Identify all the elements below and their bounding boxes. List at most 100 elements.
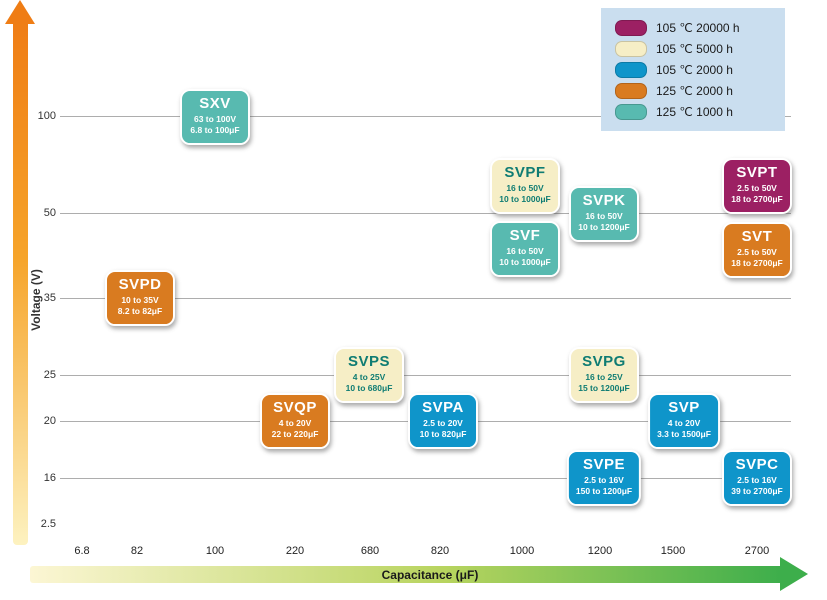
legend-item-label: 105 ℃ 2000 h [656, 62, 733, 77]
voltage-range: 10 to 35V [121, 295, 159, 306]
y-tick-label: 50 [43, 207, 56, 219]
series-name: SVPK [582, 192, 626, 210]
legend-swatch-orange [615, 82, 647, 99]
x-axis-arrow-head [780, 557, 808, 591]
gridline [60, 298, 791, 299]
capacitance-range: 18 to 2700μF [731, 258, 783, 269]
capacitance-range: 18 to 2700μF [731, 194, 783, 205]
capacitance-range: 10 to 1200μF [578, 222, 630, 233]
series-name: SVPC [735, 456, 779, 474]
capacitance-range: 15 to 1200μF [578, 383, 630, 394]
series-name: SVPD [118, 276, 162, 294]
y-tick-label: 20 [43, 415, 56, 427]
y-tick-label: 35 [43, 292, 56, 304]
x-tick-label: 1000 [509, 545, 535, 557]
x-tick-label: 82 [130, 545, 144, 557]
voltage-range: 16 to 50V [506, 183, 544, 194]
series-badge-svp: SVP 4 to 20V 3.3 to 1500μF [648, 393, 720, 449]
capacitance-range: 8.2 to 82μF [117, 306, 163, 317]
capacitance-range: 10 to 820μF [419, 429, 467, 440]
capacitance-range: 10 to 1000μF [499, 257, 551, 268]
capacitance-range: 6.8 to 100μF [190, 125, 240, 136]
series-badge-svps: SVPS 4 to 25V 10 to 680μF [334, 347, 404, 403]
legend-swatch-cream [615, 40, 647, 57]
series-name: SVP [668, 399, 700, 417]
voltage-range: 2.5 to 50V [737, 183, 777, 194]
series-badge-svpa: SVPA 2.5 to 20V 10 to 820μF [408, 393, 478, 449]
series-name: SVPG [582, 353, 626, 371]
gridline [60, 375, 791, 376]
voltage-range: 4 to 20V [667, 418, 701, 429]
voltage-range: 16 to 50V [585, 211, 623, 222]
series-badge-svpd: SVPD 10 to 35V 8.2 to 82μF [105, 270, 175, 326]
voltage-range: 2.5 to 20V [423, 418, 463, 429]
voltage-range: 16 to 25V [585, 372, 623, 383]
legend-item-label: 125 ℃ 1000 h [656, 104, 733, 119]
x-tick-label: 1200 [587, 545, 613, 557]
capacitance-range: 39 to 2700μF [731, 486, 783, 497]
x-tick-label: 2700 [744, 545, 770, 557]
series-name: SVPE [582, 456, 626, 474]
voltage-range: 16 to 50V [506, 246, 544, 257]
series-badge-sxv: SXV 63 to 100V 6.8 to 100μF [180, 89, 250, 145]
legend: 105 ℃ 20000 h 105 ℃ 5000 h 105 ℃ 2000 h 125… [601, 8, 785, 131]
voltage-range: 63 to 100V [193, 114, 237, 125]
series-badge-svpg: SVPG 16 to 25V 15 to 1200μF [569, 347, 639, 403]
capacitance-range: 10 to 680μF [345, 383, 393, 394]
x-axis-title: Capacitance (μF) [381, 568, 479, 582]
gridline [60, 213, 791, 214]
x-tick-label: 220 [285, 545, 305, 557]
y-axis-arrow-head [5, 0, 35, 24]
series-badge-svpk: SVPK 16 to 50V 10 to 1200μF [569, 186, 639, 242]
series-name: SVT [741, 228, 773, 246]
y-axis-arrow [13, 22, 28, 545]
y-tick-label: 100 [37, 110, 56, 122]
voltage-range: 2.5 to 50V [737, 247, 777, 258]
legend-item: 105 ℃ 20000 h [615, 17, 785, 38]
voltage-range: 4 to 25V [352, 372, 386, 383]
legend-item-label: 105 ℃ 5000 h [656, 41, 733, 56]
series-badge-svpc: SVPC 2.5 to 16V 39 to 2700μF [722, 450, 792, 506]
capacitance-range: 150 to 1200μF [575, 486, 633, 497]
series-badge-svqp: SVQP 4 to 20V 22 to 220μF [260, 393, 330, 449]
series-name: SVPS [347, 353, 391, 371]
legend-swatch-teal [615, 103, 647, 120]
gridline [60, 116, 791, 117]
x-tick-label: 100 [205, 545, 225, 557]
series-name: SXV [199, 95, 231, 113]
series-name: SVPF [504, 164, 546, 182]
series-badge-svf: SVF 16 to 50V 10 to 1000μF [490, 221, 560, 277]
x-tick-label: 680 [360, 545, 380, 557]
capacitance-range: 22 to 220μF [271, 429, 319, 440]
series-name: SVPT [736, 164, 778, 182]
y-tick-label: 16 [43, 472, 56, 484]
series-badge-svpt: SVPT 2.5 to 50V 18 to 2700μF [722, 158, 792, 214]
x-axis-arrow [30, 566, 782, 583]
series-badge-svt: SVT 2.5 to 50V 18 to 2700μF [722, 222, 792, 278]
voltage-range: 2.5 to 16V [584, 475, 624, 486]
y-tick-label: 25 [43, 369, 56, 381]
legend-item-label: 125 ℃ 2000 h [656, 83, 733, 98]
voltage-range: 4 to 20V [278, 418, 312, 429]
series-badge-svpe: SVPE 2.5 to 16V 150 to 1200μF [566, 450, 642, 506]
legend-swatch-blue [615, 61, 647, 78]
capacitance-range: 10 to 1000μF [499, 194, 551, 205]
x-tick-label: 1500 [660, 545, 686, 557]
legend-swatch-magenta [615, 19, 647, 36]
series-name: SVQP [273, 399, 317, 417]
gridline [60, 478, 791, 479]
legend-item: 105 ℃ 5000 h [615, 38, 785, 59]
series-badge-svpf: SVPF 16 to 50V 10 to 1000μF [490, 158, 560, 214]
legend-item: 125 ℃ 1000 h [615, 101, 785, 122]
legend-item-label: 105 ℃ 20000 h [656, 20, 740, 35]
capacitance-range: 3.3 to 1500μF [657, 429, 711, 440]
legend-item: 105 ℃ 2000 h [615, 59, 785, 80]
series-name: SVPA [422, 399, 464, 417]
voltage-range: 2.5 to 16V [737, 475, 777, 486]
y-tick-label: 2.5 [40, 518, 56, 530]
x-tick-label: 820 [430, 545, 450, 557]
x-tick-label: 6.8 [74, 545, 90, 557]
series-name: SVF [509, 227, 541, 245]
legend-item: 125 ℃ 2000 h [615, 80, 785, 101]
